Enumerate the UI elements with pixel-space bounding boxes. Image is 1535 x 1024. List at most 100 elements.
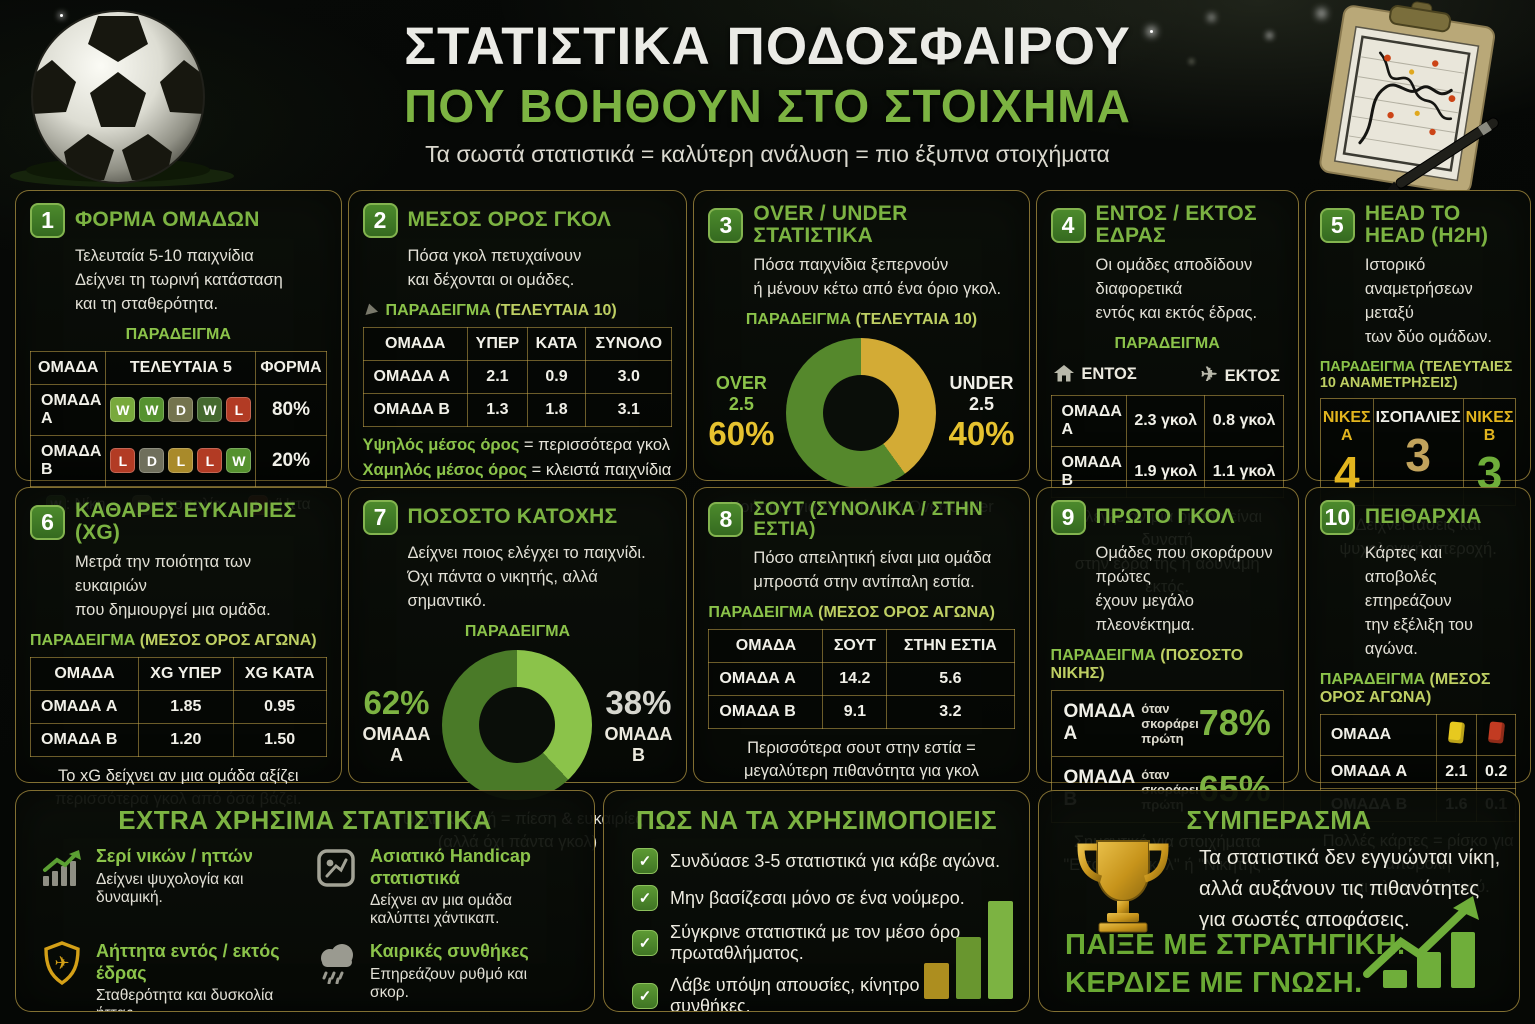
win-chip: W	[110, 397, 136, 423]
check-icon: ✓	[632, 930, 658, 956]
card-over-under: 3 OVER / UNDER ΣΤΑΤΙΣΤΙΚΑ Πόσα παιχνίδια…	[693, 190, 1030, 516]
card-title: ΠΕΙΘΑΡΧΙΑ	[1364, 505, 1482, 529]
donut-chart	[786, 337, 937, 488]
form-chips: L D L L W	[110, 448, 252, 474]
card-title: ΣΟΥΤ (ΣΥΝΟΛΙΚΑ / ΣΤΗΝ ΕΣΤΙΑ)	[753, 499, 983, 540]
card-description: Μετρά την ποιότητα των ευκαιριών που δημ…	[75, 553, 271, 619]
win-chip: W	[226, 448, 252, 474]
bottom-panels: EXTRA ΧΡΗΣΙΜΑ ΣΤΑΤΙΣΤΙΚΑ Σερί νικών / ητ…	[15, 790, 1520, 1012]
col-header: ΤΕΛΕΥΤΑΙΑ 5	[105, 350, 257, 385]
col-header: ΟΜΑΔΑ	[1319, 713, 1438, 756]
table-row: ΟΜΑΔΑ B L D L L W 20%	[29, 434, 327, 487]
list-item: ✓ Συνδύασε 3-5 στατιστικά για κάβε αγώνα.	[632, 848, 1007, 874]
form-percent: 80%	[255, 383, 327, 436]
table-row: ΟΜΑΔΑ A 14.2 5.6	[708, 661, 1015, 696]
example-label: ΠΑΡΑΔΕΙΓΜΑ (ΜΕΣΟΣ ΟΡΟΣ ΑΓΩΝΑ)	[30, 631, 317, 649]
col-header: ΟΜΑΔΑ	[708, 628, 824, 663]
card-shots: 8 ΣΟΥΤ (ΣΥΝΟΛΙΚΑ / ΣΤΗΝ ΕΣΤΙΑ) Πόσο απει…	[693, 487, 1030, 783]
example-pointer-icon	[364, 303, 380, 319]
home-away-table: ΟΜΑΔΑ A 2.3 γκολ 0.8 γκολ ΟΜΑΔΑ B 1.9 γκ…	[1050, 394, 1284, 498]
check-icon: ✓	[632, 848, 658, 874]
bars-decoration-icon	[924, 901, 1013, 999]
conclusion-text: Τα στατιστικά δεν εγγυώνται νίκη, αλλά α…	[1199, 846, 1501, 931]
shots-table: ΟΜΑΔΑ ΣΟΥΤ ΣΤΗΝ ΕΣΤΙΑ ΟΜΑΔΑ A 14.2 5.6 Ο…	[708, 628, 1015, 729]
card-number-badge: 1	[30, 203, 65, 238]
list-item: Καιρικές συνθήκες Επηρεάζουν ρυθμό και σκ…	[314, 941, 570, 1011]
check-icon: ✓	[632, 983, 658, 1009]
form-table: ΟΜΑΔΑ ΤΕΛΕΥΤΑΙΑ 5 ΦΟΡΜΑ ΟΜΑΔΑ A W W D W …	[29, 350, 327, 487]
check-icon: ✓	[632, 885, 658, 911]
loss-chip: L	[226, 397, 252, 423]
example-label: ΠΑΡΑΔΕΙΓΜΑ	[464, 622, 571, 640]
goals-table: ΟΜΑΔΑ ΥΠΕΡ ΚΑΤΑ ΣΥΝΟΛΟ ΟΜΑΔΑ A 2.1 0.9 3…	[362, 326, 673, 427]
example-label: ΠΑΡΑΔΕΙΓΜΑ (ΤΕΛΕΥΤΑΙΑ 10)	[745, 310, 978, 328]
win-chip: W	[197, 397, 223, 423]
form-chips: W W D W L	[110, 397, 252, 423]
card-footnote: Υψηλός μέσος όρος = περισσότερα γκολ Χαμ…	[362, 435, 672, 479]
card-number-badge: 6	[30, 504, 65, 540]
svg-text:✈: ✈	[54, 953, 69, 973]
panel-conclusion: ΣΥΜΠΕΡΑΣΜΑ Τα στατιστικά δεν εγγυώνται ν…	[1038, 790, 1520, 1012]
loss-chip: L	[168, 448, 194, 474]
over-label: OVER 2.5 60%	[708, 373, 775, 452]
card-discipline: 10 ΠΕΙΘΑΡΧΙΑ Κάρτες και αποβολές επηρεάζ…	[1304, 487, 1532, 896]
card-description: Πόσα παιχνίδια ξεπερνούν ή μένουν κέτω α…	[753, 256, 1002, 299]
card-footnote: Περισσότερα σουτ στην εστία = μεγαλύτερη…	[743, 738, 979, 781]
card-description: Δείχνει ποιος ελέγχει το παιχνίδι. Όχι π…	[407, 544, 646, 610]
card-title: HEAD TO HEAD (H2H)	[1364, 202, 1489, 248]
example-label: ΠΑΡΑΔΕΙΓΜΑ (ΤΕΛΕΥΤΑΙΑ 10)	[364, 302, 673, 320]
col-header: ΥΠΕΡ	[466, 326, 528, 361]
card-title: ΠΟΣΟΣΤΟ ΚΑΤΟΧΗΣ	[407, 505, 618, 529]
weather-icon	[314, 941, 358, 985]
card-description: Κάρτες και αποβολές επηρεάζουν την εξέλι…	[1364, 544, 1474, 658]
page-subtitle-green: ΠΟΥ ΒΟΗΘΟΥΝ ΣΤΟ ΣΤΟΙΧΗΜΑ	[404, 80, 1131, 132]
card-number-badge: 10	[1319, 500, 1355, 535]
list-item: ✓ Μην βασίζεσαι μόνο σε ένα νούμερο.	[632, 885, 1007, 911]
possession-chart: 62% ΟΜΑΔΑ A 38% ΟΜΑΔΑ B	[363, 649, 672, 800]
col-header: ΣΤΗΝ ΕΣΤΙΑ	[886, 628, 1015, 663]
col-header: XG ΚΑΤΑ	[232, 656, 327, 691]
table-row: ΟΜΑΔΑ B 9.1 3.2	[708, 694, 1015, 729]
card-possession: 7 ΠΟΣΟΣΤΟ ΚΑΤΟΧΗΣ Δείχνει ποιος ελέγχει …	[347, 487, 688, 851]
card-number-badge: 3	[708, 207, 744, 243]
col-header: ΦΟΡΜΑ	[255, 350, 327, 385]
example-label: ΠΑΡΑΔΕΙΓΜΑ (ΠΟΣΟΣΤΟ ΝΙΚΗΣ)	[1050, 646, 1244, 682]
card-team-form: 1 ΦΟΡΜΑ ΟΜΑΔΩΝ Τελευταία 5-10 παιχνίδια …	[15, 190, 342, 515]
example-label: ΠΑΡΑΔΕΙΓΜΑ (ΜΕΣΟΣ ΟΡΟΣ ΑΓΩΝΑ)	[708, 603, 995, 621]
col-header	[1475, 713, 1517, 756]
h2h-cell: ΙΣΟΠΑΛΙΕΣ 3	[1374, 398, 1464, 506]
xg-table: ΟΜΑΔΑ XG ΥΠΕΡ XG ΚΑΤΑ ΟΜΑΔΑ A 1.85 0.95 …	[29, 656, 327, 757]
card-title: ΚΑΘΑΡΕΣ ΕΥΚΑΙΡΙΕΣ (XG)	[75, 499, 297, 545]
card-avg-goals: 2 ΜΕΣΟΣ ΟΡΟΣ ΓΚΟΛ Πόσα γκολ πετυχαίνουν …	[347, 190, 688, 481]
yellow-card-icon	[1447, 720, 1465, 744]
stadium-lights-decoration	[1150, 30, 1153, 33]
col-header: XG ΥΠΕΡ	[138, 656, 234, 691]
card-number-badge: 2	[362, 203, 398, 238]
card-head-to-head: 5 HEAD TO HEAD (H2H) Ιστορικό αναμετρήσε…	[1304, 190, 1532, 558]
card-xg: 6 ΚΑΘΑΡΕΣ ΕΥΚΑΙΡΙΕΣ (XG) Μετρά την ποιότ…	[15, 487, 342, 808]
card-number-badge: 5	[1319, 207, 1355, 243]
howto-list: ✓ Συνδύασε 3-5 στατιστικά για κάβε αγώνα.…	[622, 846, 1011, 1011]
under-label: UNDER 2.5 40%	[948, 373, 1015, 452]
red-card-icon	[1487, 720, 1505, 744]
poster-header: ΣΤΑΤΙΣΤΙΚΑ ΠΟΔΟΣΦΑΙΡΟΥ ΠΟΥ ΒΟΗΘΟΥΝ ΣΤΟ Σ…	[0, 0, 1535, 168]
col-header: ΣΥΝΟΛΟ	[585, 326, 673, 361]
draw-chip: D	[168, 397, 194, 423]
table-row: ΟΜΑΔΑ A όταν σκοράρει πρώτη 78%	[1051, 691, 1283, 757]
loss-chip: L	[110, 448, 136, 474]
stadium-lights-decoration	[60, 14, 63, 17]
card-number-badge: 7	[362, 500, 398, 535]
card-title: ΦΟΡΜΑ ΟΜΑΔΩΝ	[75, 208, 260, 232]
card-description: Πόσο απειλητική είναι μια ομάδα μπροστά …	[753, 548, 992, 591]
table-row: ΟΜΑΔΑ A 2.3 γκολ 0.8 γκολ	[1050, 394, 1284, 447]
conclusion-cta: ΠΑΙΞΕ ΜΕ ΣΤΡΑΤΗΓΙΚΗ. ΚΕΡΔΙΣΕ ΜΕ ΓΝΩΣΗ.	[1065, 929, 1406, 999]
col-header	[1436, 713, 1477, 756]
card-number-badge: 8	[708, 502, 744, 538]
col-header: ΟΜΑΔΑ	[29, 350, 107, 385]
example-label: ΠΑΡΑΔΕΙΓΜΑ (ΤΕΛΕΥΤΑΙΕΣ 10 ΑΝΑΜΕΤΡΗΣΕΙΣ)	[1319, 358, 1513, 391]
loss-chip: L	[197, 448, 223, 474]
card-first-goal: 9 ΠΡΩΤΟ ΓΚΟΛ Ομάδες που σκοράρουν πρώτες…	[1035, 487, 1299, 874]
table-row: ΟΜΑΔΑ B 1.20 1.50	[29, 722, 327, 757]
growth-chart-icon	[1361, 894, 1501, 999]
